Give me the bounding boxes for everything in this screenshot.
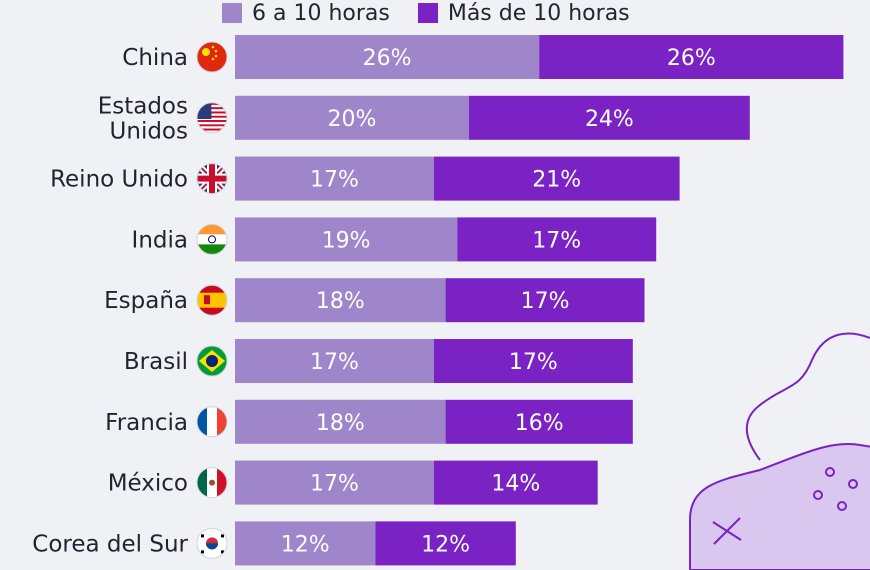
bar-6-10-horas	[235, 35, 540, 79]
category-label: España	[104, 288, 188, 314]
bar-group: 17% 17% Brasil	[124, 339, 633, 383]
bar-mas-10-horas	[539, 35, 844, 79]
bar-value-label: 21%	[532, 168, 581, 193]
bar-mas-10-horas	[445, 278, 645, 323]
mexico-flag-icon	[197, 467, 227, 498]
bar-group: 17% 14% México	[108, 460, 598, 505]
bar-value-label: 17%	[310, 350, 359, 375]
bar-6-10-horas	[235, 156, 434, 201]
south-korea-flag-icon	[197, 528, 227, 559]
legend-item-mas-10-horas: Más de 10 horas	[417, 0, 630, 26]
category-label: Reino Unido	[50, 167, 188, 193]
bar-mas-10-horas	[457, 217, 657, 262]
bar-6-10-horas	[235, 95, 469, 140]
legend-label-mas-10-horas: Más de 10 horas	[447, 0, 630, 26]
bar-group: 18% 17% España	[104, 278, 645, 323]
bar-6-10-horas	[235, 339, 434, 383]
legend-swatch-mas-10-horas	[417, 3, 438, 23]
legend: 6 a 10 horas Más de 10 horas	[222, 0, 658, 26]
bar-mas-10-horas	[433, 339, 633, 383]
bar-value-label: 18%	[316, 289, 365, 314]
category-label: Estados Unidos	[98, 93, 188, 144]
bar-value-label: 24%	[585, 107, 634, 132]
bar-mas-10-horas	[445, 399, 633, 444]
category-label: Francia	[105, 410, 188, 436]
bar-group: 19% 17% India	[132, 217, 657, 262]
bar-mas-10-horas	[469, 95, 750, 140]
bar-value-label: 17%	[310, 168, 359, 193]
legend-label-6-10-horas: 6 a 10 horas	[252, 0, 390, 26]
bar-value-label: 26%	[363, 46, 412, 71]
bar-value-label: 26%	[667, 46, 716, 71]
india-flag-icon	[197, 224, 227, 255]
category-label: Corea del Sur	[32, 531, 188, 557]
france-flag-icon	[197, 406, 227, 437]
bar-group: 26% 26% China	[122, 35, 844, 79]
spain-flag-icon	[197, 285, 227, 316]
uk-flag-icon	[197, 163, 227, 194]
bar-value-label: 17%	[521, 289, 570, 314]
legend-swatch-6-10-horas	[222, 3, 242, 23]
bar-6-10-horas	[235, 460, 434, 505]
bar-6-10-horas	[235, 521, 376, 566]
bar-value-label: 17%	[310, 472, 359, 497]
bar-6-10-horas	[235, 278, 446, 323]
bar-group: 12% 12% Corea del Sur	[32, 521, 516, 566]
category-label: India	[132, 227, 188, 253]
usa-flag-icon	[197, 102, 227, 133]
bar-value-label: 17%	[509, 350, 558, 375]
bar-value-label: 12%	[421, 532, 470, 557]
bar-mas-10-horas	[433, 460, 598, 505]
bar-value-label: 14%	[491, 472, 540, 497]
bar-value-label: 20%	[328, 107, 377, 132]
bar-6-10-horas	[235, 217, 458, 262]
legend-item-6-10-horas: 6 a 10 horas	[222, 1, 390, 26]
bar-mas-10-horas	[375, 521, 516, 566]
category-label: México	[108, 471, 188, 497]
bar-group: 17% 21% Reino Unido	[50, 156, 680, 201]
china-flag-icon	[197, 42, 227, 72]
category-label: China	[122, 45, 188, 71]
bar-mas-10-horas	[433, 156, 680, 201]
bar-group: 20% 24% Estados Unidos	[98, 93, 750, 144]
bar-value-label: 16%	[515, 411, 564, 436]
bar-group: 18% 16% Francia	[105, 399, 633, 444]
bar-value-label: 19%	[322, 228, 371, 253]
bar-value-label: 12%	[281, 532, 330, 557]
bar-value-label: 18%	[316, 411, 365, 436]
bar-6-10-horas	[235, 399, 446, 444]
bar-value-label: 17%	[532, 228, 581, 253]
category-label: Brasil	[124, 349, 188, 375]
brazil-flag-icon	[197, 346, 227, 376]
